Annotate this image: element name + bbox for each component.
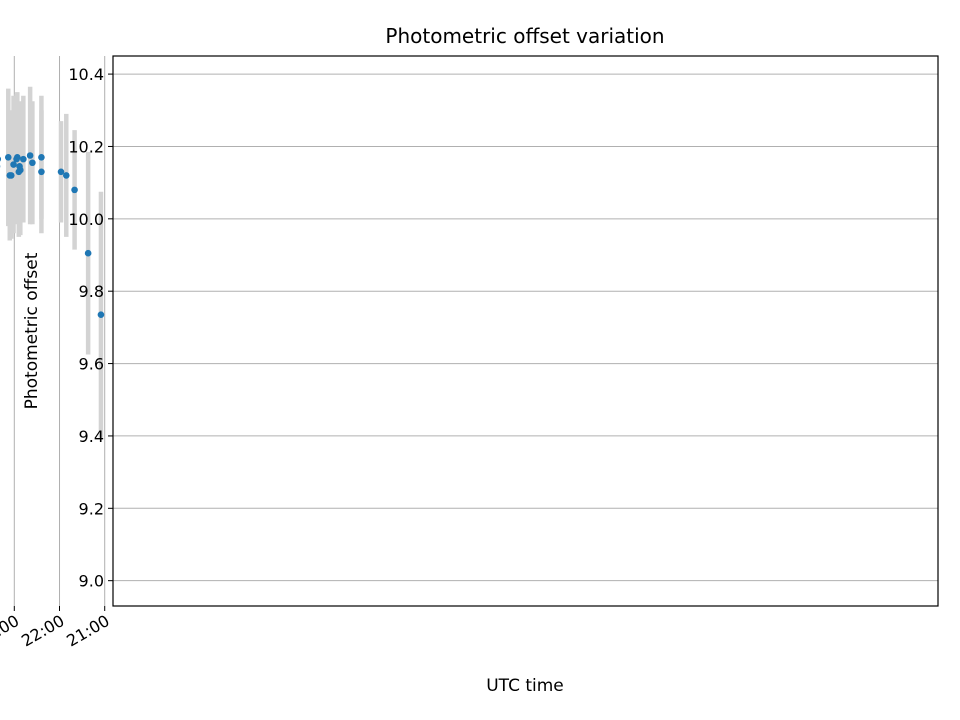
grid (13, 56, 938, 606)
data-point (0, 156, 2, 162)
plot-frame (112, 55, 939, 607)
data-point (57, 168, 65, 176)
data-point (62, 172, 70, 179)
data-points (0, 152, 105, 319)
data-point (15, 168, 23, 176)
data-point (16, 163, 23, 170)
data-point (38, 168, 45, 176)
data-point (29, 159, 36, 167)
x-tick-label: 23:00 (0, 611, 22, 651)
data-point (84, 249, 92, 257)
data-point (38, 154, 45, 161)
y-tick-label: 9.2 (79, 499, 104, 518)
y-tick-label: 10.2 (68, 137, 104, 156)
data-point (26, 152, 34, 159)
data-point (10, 161, 17, 168)
y-tick-label: 10.4 (68, 65, 104, 84)
y-tick-label: 9.4 (79, 427, 104, 446)
data-point (4, 154, 12, 161)
y-axis-ticks: 9.0 9.2 9.4 9.6 9.8 10.0 10.2 10.4 (68, 65, 113, 591)
x-tick-label: 21:00 (63, 611, 112, 651)
y-tick-label: 9.8 (79, 282, 104, 301)
chart-title: Photometric offset variation (385, 24, 664, 48)
data-point (6, 172, 14, 179)
data-point (13, 155, 20, 163)
data-point (20, 155, 27, 163)
x-tick-label: 22:00 (18, 611, 67, 651)
y-axis-label: Photometric offset (22, 252, 42, 409)
y-tick-label: 10.0 (68, 210, 104, 229)
data-point (71, 186, 78, 194)
data-point (97, 311, 105, 319)
y-tick-label: 9.0 (79, 572, 104, 591)
y-tick-label: 9.6 (79, 355, 104, 374)
x-axis-label: UTC time (486, 676, 564, 696)
